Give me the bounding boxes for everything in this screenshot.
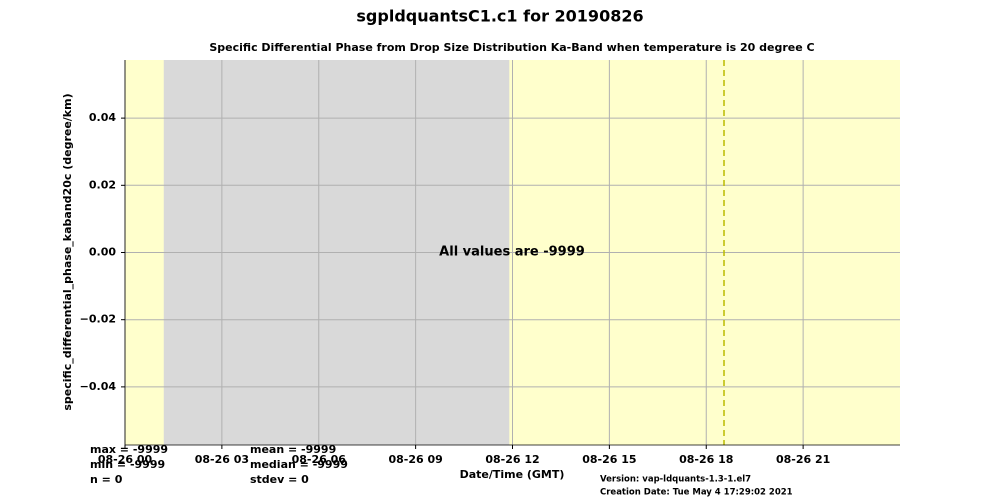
stat-text: median = -9999 bbox=[250, 458, 348, 471]
x-tick-label: 08-26 21 bbox=[776, 453, 830, 466]
stat-text: min = -9999 bbox=[90, 458, 165, 471]
y-tick-label: −0.04 bbox=[80, 380, 117, 393]
x-tick-label: 08-26 03 bbox=[195, 453, 249, 466]
chart-subtitle: Specific Differential Phase from Drop Si… bbox=[209, 41, 814, 54]
x-tick-label: 08-26 18 bbox=[679, 453, 733, 466]
x-tick-label: 08-26 00 bbox=[98, 453, 153, 466]
footer-text: Version: vap-ldquants-1.3-1.el7 bbox=[600, 475, 751, 485]
y-tick-label: 0.02 bbox=[89, 178, 116, 191]
x-tick-label: 08-26 06 bbox=[292, 453, 347, 466]
x-axis-label: Date/Time (GMT) bbox=[460, 468, 565, 481]
y-axis-label: specific_differential_phase_kaband20c (d… bbox=[61, 93, 74, 410]
y-tick-label: −0.02 bbox=[80, 313, 116, 326]
x-tick-label: 08-26 09 bbox=[388, 453, 442, 466]
y-tick-label: 0.00 bbox=[89, 246, 116, 259]
stat-text: stdev = 0 bbox=[250, 473, 309, 486]
y-tick-label: 0.04 bbox=[89, 111, 116, 124]
stat-text: max = -9999 bbox=[90, 443, 168, 456]
x-tick-label: 08-26 15 bbox=[582, 453, 636, 466]
footer-text: Creation Date: Tue May 4 17:29:02 2021 bbox=[600, 488, 793, 498]
x-tick-label: 08-26 12 bbox=[485, 453, 539, 466]
stat-text: mean = -9999 bbox=[250, 443, 336, 456]
annotation: All values are -9999 bbox=[439, 245, 585, 260]
stat-text: n = 0 bbox=[90, 473, 123, 486]
chart-title: sgpldquantsC1.c1 for 20190826 bbox=[356, 7, 643, 26]
